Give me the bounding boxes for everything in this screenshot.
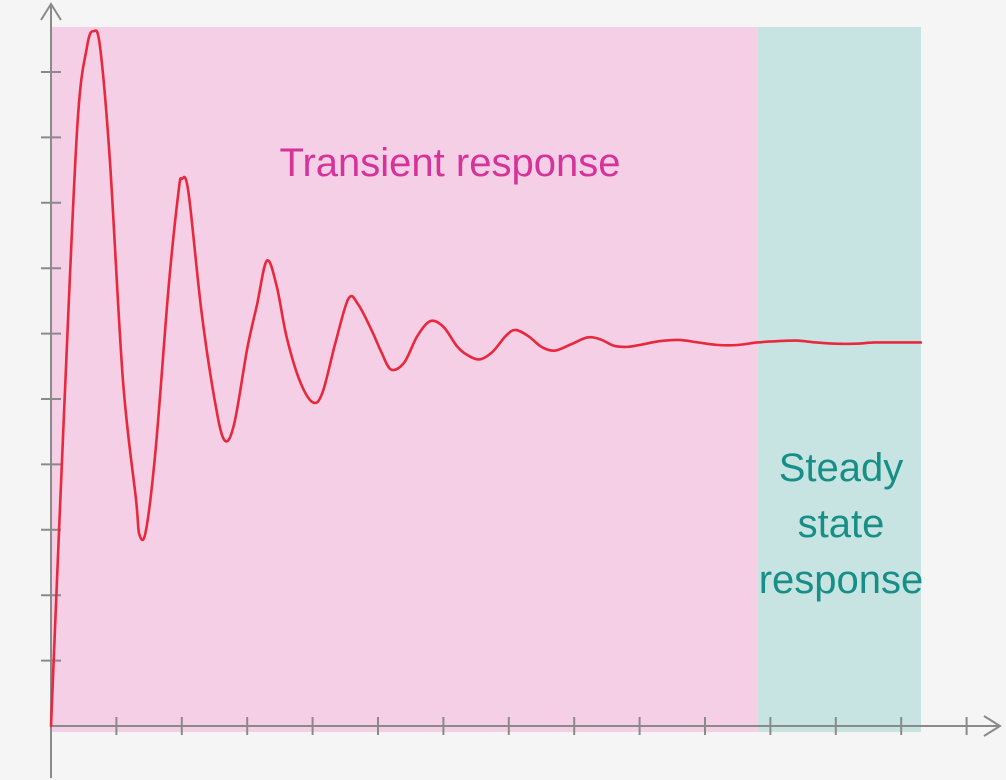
y-axis-arrowhead (40, 2, 62, 21)
transient-response-label: Transient response (280, 141, 621, 185)
steady-state-label-line: Steady (779, 446, 904, 490)
region-steady-background (757, 27, 921, 732)
labels-layer: Transient response Steady state response (280, 141, 924, 602)
regions-layer (51, 27, 921, 732)
steady-state-label-line: response (759, 558, 924, 602)
x-axis-arrowhead (983, 715, 1002, 737)
axes-layer (40, 2, 1002, 778)
response-series-line (49, 29, 923, 728)
steady-state-label-line: state (798, 502, 885, 546)
region-transient-background (51, 27, 758, 732)
series-layer (49, 29, 923, 728)
